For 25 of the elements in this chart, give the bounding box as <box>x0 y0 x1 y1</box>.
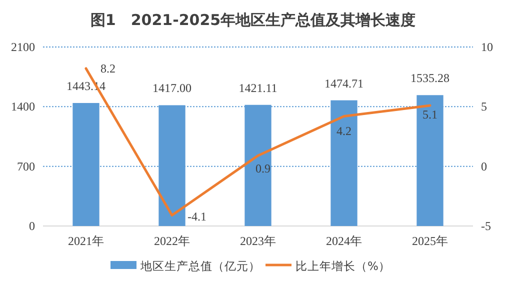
y2-tick-label: 10 <box>481 40 493 54</box>
x-tick-label: 2025年 <box>412 234 448 248</box>
y-tick-label: 0 <box>29 219 35 233</box>
y2-tick-label: -5 <box>481 219 491 233</box>
data-label: 4.2 <box>336 124 352 138</box>
data-label: 1535.28 <box>410 71 450 86</box>
y-tick-label: 700 <box>17 159 35 174</box>
data-label: 5.1 <box>422 107 438 122</box>
data-label: 0.9 <box>256 162 270 176</box>
data-label: 8.2 <box>100 61 116 76</box>
y-tick-label: 2100 <box>11 40 35 54</box>
y-tick-label: 1400 <box>11 100 35 114</box>
y2-tick-label: 5 <box>481 100 487 114</box>
data-label: 1421.11 <box>238 80 278 95</box>
data-label: 1417.00 <box>152 81 192 96</box>
legend-label: 地区生产总值（亿元） <box>140 259 260 273</box>
y2-tick-label: 0 <box>481 159 487 174</box>
chart-title: 图1 2021-2025年地区生产总值及其增长速度 <box>90 11 416 29</box>
data-label: -4.1 <box>188 209 206 224</box>
data-label: 1474.71 <box>324 76 364 90</box>
legend-label: 比上年增长（%） <box>296 259 390 273</box>
x-tick-label: 2022年 <box>154 234 190 248</box>
x-tick-label: 2023年 <box>240 234 276 248</box>
x-tick-label: 2024年 <box>326 234 362 248</box>
x-tick-label: 2021年 <box>68 234 104 248</box>
